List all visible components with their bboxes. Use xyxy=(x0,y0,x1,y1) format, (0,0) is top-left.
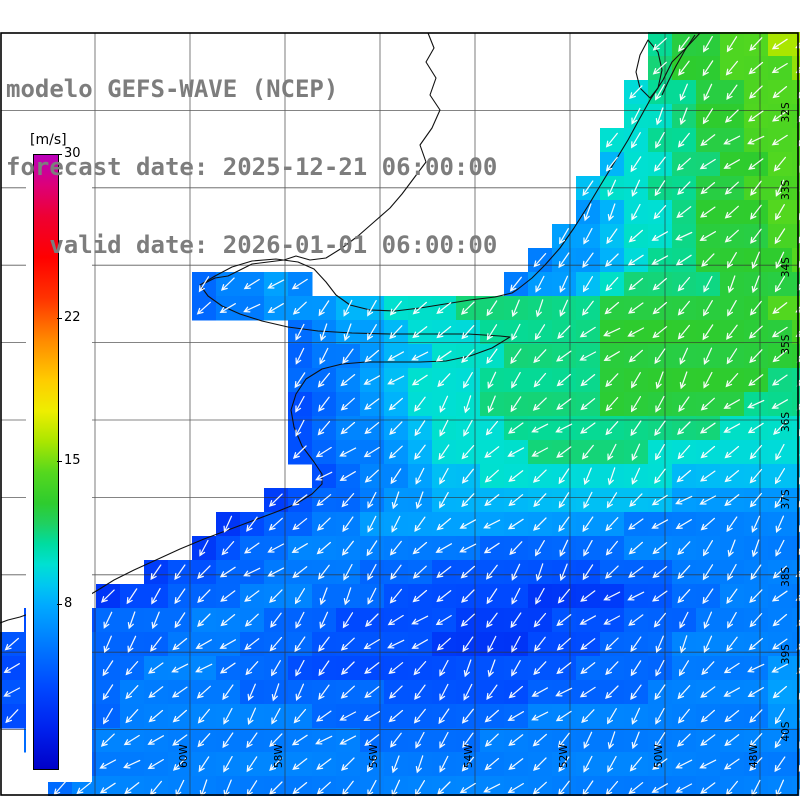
colorbar-tick-label: 30 xyxy=(64,146,81,161)
latitude-label: 35S xyxy=(780,334,792,354)
latitude-label: 34S xyxy=(780,257,792,277)
model-title: modelo GEFS-WAVE (NCEP) xyxy=(6,75,339,103)
colorbar-tick-mark xyxy=(57,154,62,155)
colorbar-tick-label: 15 xyxy=(64,453,81,468)
longitude-label: 54W xyxy=(463,744,475,768)
colorbar-tick-mark xyxy=(57,461,62,462)
colorbar-tick-mark xyxy=(57,604,62,606)
latitude-label: 32S xyxy=(780,102,792,122)
colorbar-tick-mark xyxy=(57,317,62,319)
latitude-label: 36S xyxy=(780,412,792,432)
coastline xyxy=(0,32,701,624)
colorbar-panel: [m/s] 30 22 15 8 xyxy=(26,126,92,782)
colorbar-tick-label: 8 xyxy=(64,596,73,612)
longitude-label: 52W xyxy=(558,744,570,768)
title-block: modelo GEFS-WAVE (NCEP) forecast date: 2… xyxy=(6,24,497,310)
colorbar-gradient xyxy=(33,154,59,770)
latitude-label: 33S xyxy=(780,179,792,199)
longitude-label: 56W xyxy=(368,744,380,768)
forecast-date: forecast date: 2025-12-21 06:00:00 xyxy=(6,153,498,181)
map-border xyxy=(0,32,799,796)
longitude-label: 48W xyxy=(748,744,760,768)
longitude-label: 60W xyxy=(178,744,190,768)
latitude-label: 37S xyxy=(780,489,792,509)
colorbar-units-label: [m/s] xyxy=(30,132,67,148)
longitude-label: 50W xyxy=(653,744,665,768)
axis-labels: 62W60W58W56W54W52W50W48W32S33S34S35S36S3… xyxy=(83,102,792,768)
longitude-label: 58W xyxy=(273,744,285,768)
latitude-label: 39S xyxy=(780,644,792,664)
latitude-label: 40S xyxy=(780,721,792,741)
colorbar-tick-label: 22 xyxy=(64,309,81,325)
latitude-label: 38S xyxy=(780,566,792,586)
wind-arrows xyxy=(3,35,800,798)
valid-date: valid date: 2026-01-01 06:00:00 xyxy=(6,231,498,259)
